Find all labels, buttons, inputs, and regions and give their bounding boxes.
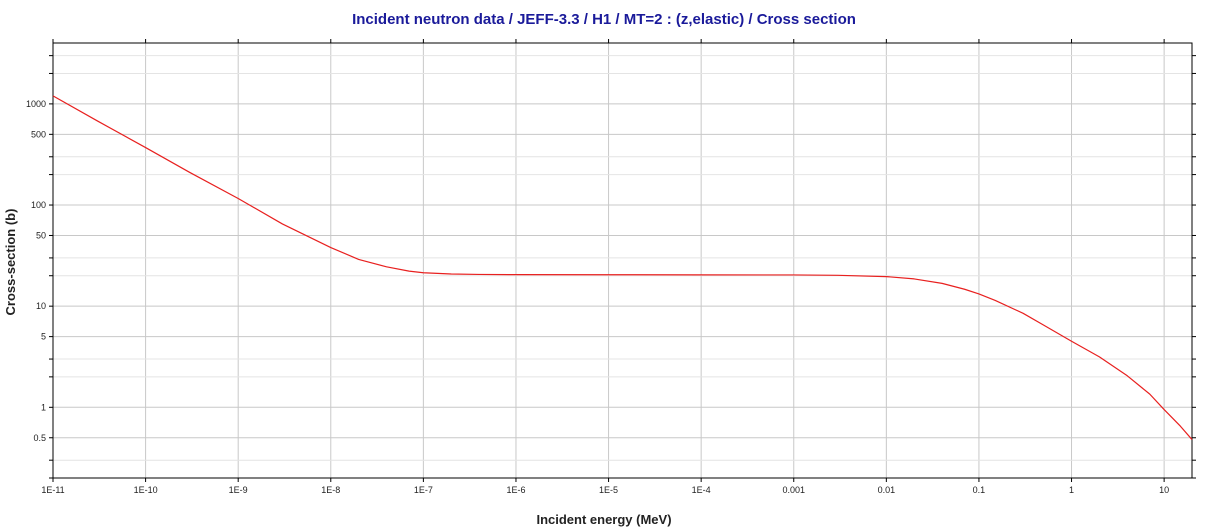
series-line-elastic-cross-section: [52, 95, 1193, 440]
x-axis-title: Incident energy (MeV): [536, 512, 671, 527]
y-axis-title: Cross-section (b): [3, 209, 18, 316]
y-tick-label: 100: [31, 200, 46, 210]
axis-ticks: [49, 39, 1196, 482]
x-tick-label: 1E-11: [41, 485, 64, 495]
x-tick-label: 1E-8: [321, 485, 340, 495]
plot-area-frame: [52, 42, 1193, 479]
x-tick-label: 1E-9: [229, 485, 248, 495]
y-tick-label: 0.5: [33, 433, 46, 443]
y-tick-label: 1000: [26, 99, 46, 109]
y-axis-tick-labels: 0.5 1 5 10 50 100 500 1000: [26, 99, 46, 443]
x-tick-label: 1E-7: [414, 485, 433, 495]
series-layer: [52, 95, 1193, 440]
y-tick-label: 1: [41, 402, 46, 412]
x-tick-label: 0.01: [878, 485, 896, 495]
x-tick-label: 0.1: [973, 485, 986, 495]
y-tick-label: 500: [31, 129, 46, 139]
x-tick-label: 10: [1159, 485, 1169, 495]
x-tick-label: 1E-4: [692, 485, 711, 495]
x-tick-label: 1: [1069, 485, 1074, 495]
chart-title: Incident neutron data / JEFF-3.3 / H1 / …: [352, 11, 856, 28]
x-tick-label: 1E-10: [134, 485, 158, 495]
y-tick-label: 5: [41, 332, 46, 342]
x-tick-label: 1E-5: [599, 485, 618, 495]
y-tick-label: 10: [36, 301, 46, 311]
y-tick-label: 50: [36, 230, 46, 240]
x-axis-tick-labels: 1E-11 1E-10 1E-9 1E-8 1E-7 1E-6 1E-5 1E-4 0.001 0…: [41, 485, 1169, 495]
x-tick-label: 0.001: [782, 485, 805, 495]
x-tick-label: 1E-6: [506, 485, 525, 495]
